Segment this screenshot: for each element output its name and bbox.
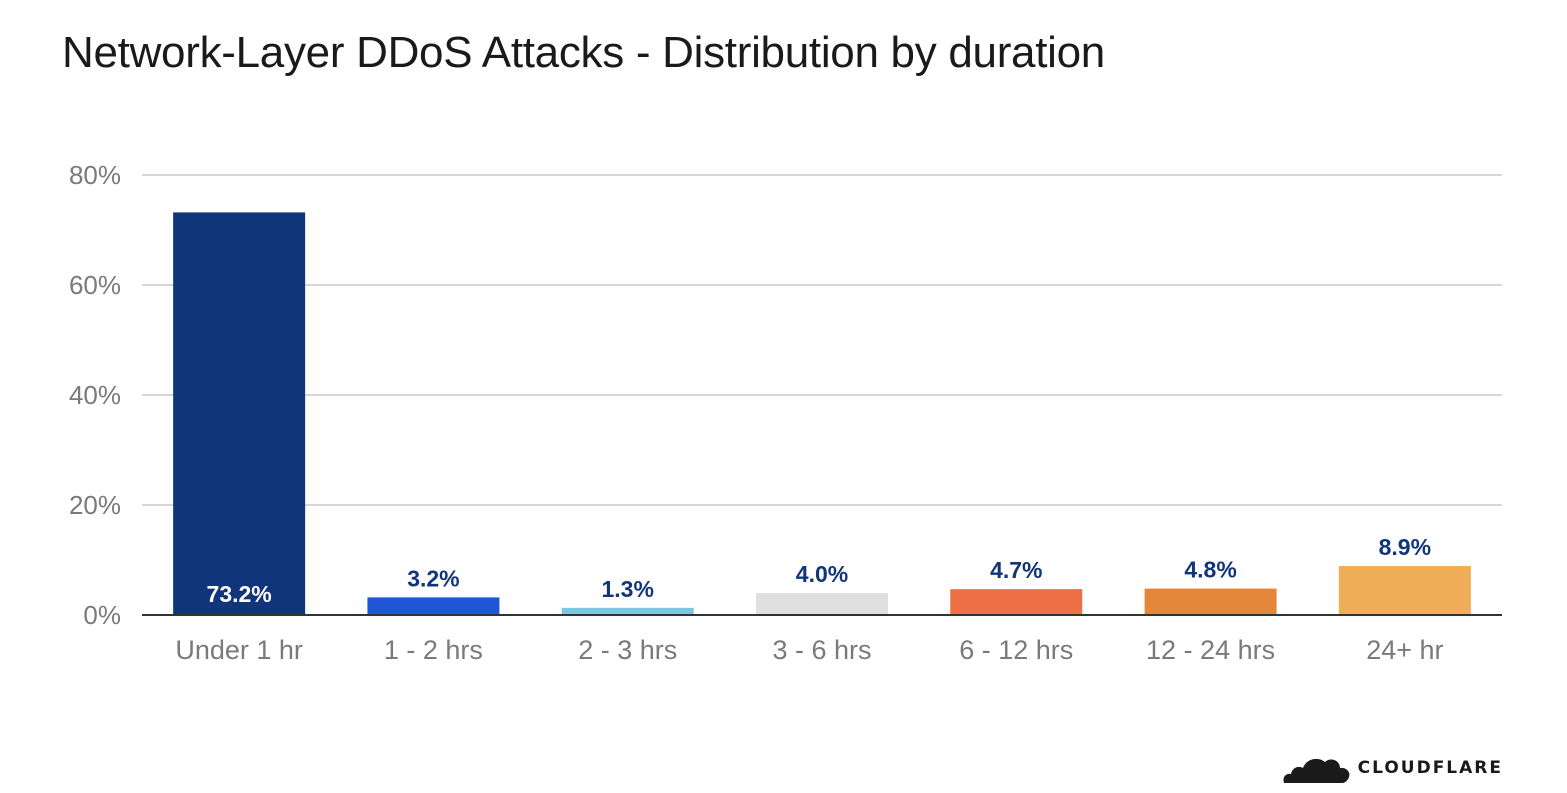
y-tick-label: 80% [69, 160, 121, 190]
x-tick-label: 12 - 24 hrs [1146, 635, 1275, 665]
chart-title: Network-Layer DDoS Attacks - Distributio… [62, 28, 1105, 77]
bar [561, 607, 694, 615]
x-tick-label: Under 1 hr [175, 635, 303, 665]
y-tick-label: 60% [69, 270, 121, 300]
y-tick-label: 20% [69, 490, 121, 520]
y-tick-label: 0% [83, 600, 121, 630]
data-label: 73.2% [207, 581, 272, 607]
cloudflare-logo: CLOUDFLARE [1280, 751, 1503, 785]
data-label: 4.7% [990, 557, 1042, 583]
data-label: 8.9% [1379, 534, 1431, 560]
bar [1338, 566, 1471, 615]
x-tick-label: 1 - 2 hrs [384, 635, 483, 665]
x-tick-label: 6 - 12 hrs [959, 635, 1073, 665]
x-tick-label: 3 - 6 hrs [772, 635, 871, 665]
x-tick-label: 2 - 3 hrs [578, 635, 677, 665]
logo-text: CLOUDFLARE [1357, 758, 1503, 778]
bar [756, 593, 888, 615]
bar [173, 212, 306, 615]
x-tick-label: 24+ hr [1366, 635, 1443, 665]
data-label: 4.0% [796, 561, 848, 587]
data-label: 4.8% [1184, 557, 1236, 583]
data-label: 3.2% [407, 565, 459, 591]
bar [950, 589, 1083, 615]
y-tick-label: 40% [69, 380, 121, 410]
bar [1144, 588, 1277, 615]
data-label: 1.3% [601, 576, 653, 602]
cloud-icon [1283, 758, 1350, 783]
bar [367, 597, 500, 615]
